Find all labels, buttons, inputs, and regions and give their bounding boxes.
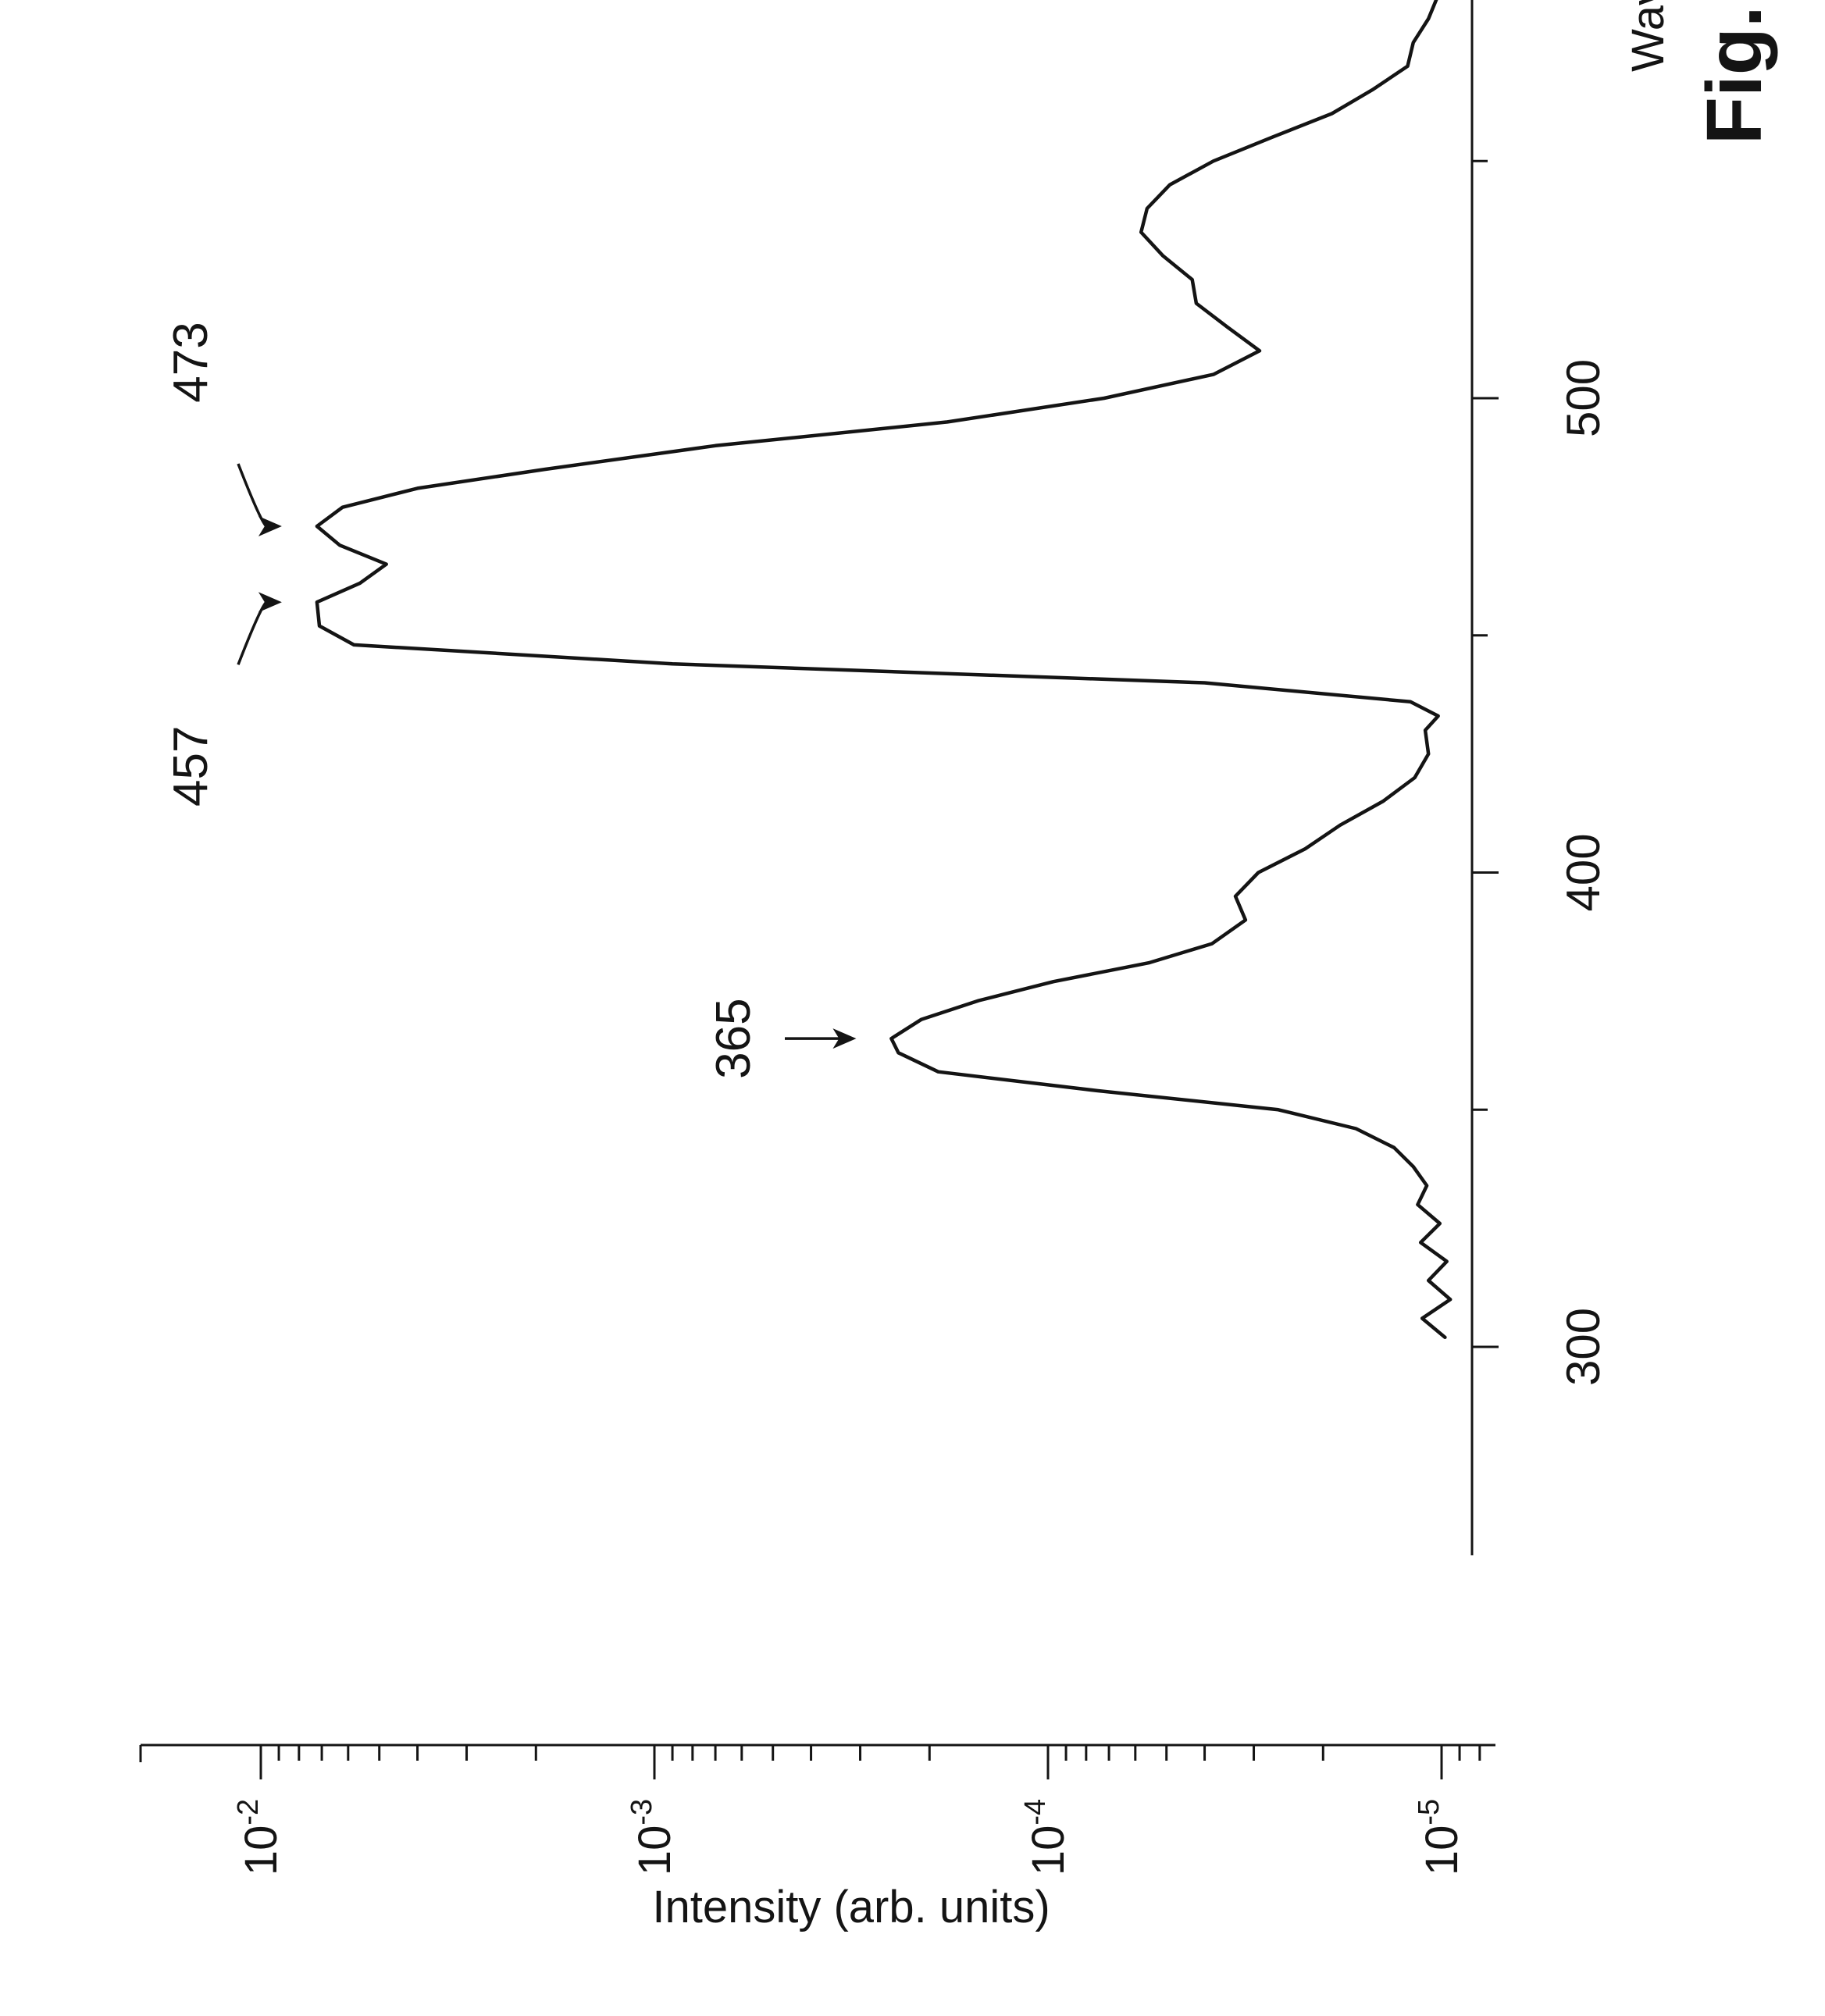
y-axis: 10-2 10-3 10-4 10-5 Intensity (arb. units) <box>139 1744 1495 1932</box>
y-tick-label-1e-3: 10-3 <box>626 1799 680 1875</box>
x-axis-title: Wavelength (nm) <box>1623 0 1674 72</box>
annotation-leader-457 <box>237 600 268 665</box>
x-tick-label-400: 400 <box>1557 833 1609 911</box>
annotation-label-457: 457 <box>164 725 218 806</box>
figure-label: Fig. 4b <box>1691 0 1778 144</box>
y-axis-title: Intensity (arb. units) <box>652 1882 1050 1932</box>
x-tick-label-500: 500 <box>1557 359 1609 437</box>
x-tick-group: 300400500600700800900 <box>1472 159 1609 1386</box>
y-tick-group: 10-2 10-3 10-4 10-5 <box>139 1745 1481 1875</box>
y-tick-label-1e-2: 10-2 <box>232 1799 287 1875</box>
y-tick-exponent: -4 <box>1019 1799 1052 1825</box>
x-axis: 300400500600700800900 Wavelength (nm) <box>1470 0 1674 1555</box>
annotation-leader-473 <box>237 463 268 528</box>
series-line-intensity <box>315 0 1453 1340</box>
y-tick-label-1e-5: 10-5 <box>1413 1799 1467 1875</box>
annotation-label-365: 365 <box>707 998 761 1078</box>
y-tick-exponent: -5 <box>1413 1799 1445 1825</box>
peak-annotations: 365457473651791 <box>164 322 857 1079</box>
y-tick-exponent: -2 <box>232 1799 265 1825</box>
y-tick-label-1e-4: 10-4 <box>1019 1799 1074 1875</box>
y-tick-exponent: -3 <box>626 1799 658 1825</box>
x-tick-label-300: 300 <box>1557 1308 1609 1386</box>
annotation-arrowhead-473 <box>258 516 282 537</box>
annotation-arrowhead-365 <box>832 1028 857 1049</box>
annotation-label-473: 473 <box>164 322 218 402</box>
annotation-arrowhead-457 <box>258 592 282 613</box>
